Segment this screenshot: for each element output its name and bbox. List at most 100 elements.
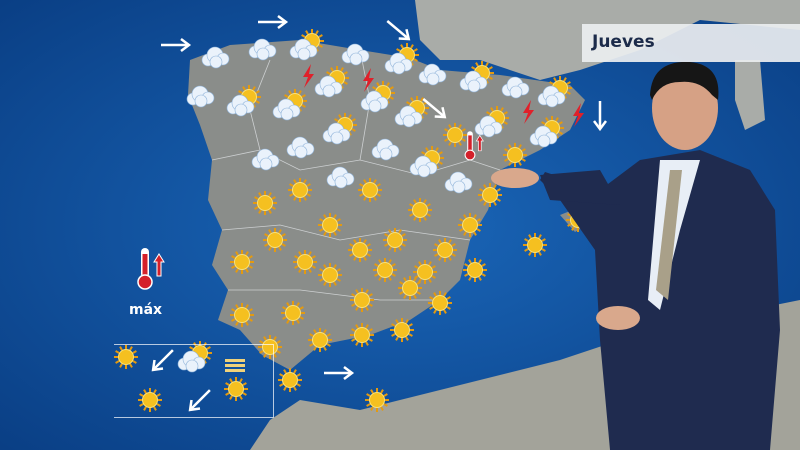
cloud-icon bbox=[418, 63, 447, 86]
sun-behind-cloud-icon bbox=[177, 341, 212, 373]
cloud-icon bbox=[474, 115, 503, 138]
cloud-icon bbox=[444, 171, 473, 194]
sun-icon bbox=[523, 233, 547, 257]
cloud-icon bbox=[360, 90, 389, 113]
sun-icon bbox=[281, 301, 305, 325]
sun-icon bbox=[503, 143, 527, 167]
lightning-icon bbox=[363, 68, 374, 92]
sun-behind-cloud-icon bbox=[384, 43, 419, 75]
sun-icon bbox=[458, 213, 482, 237]
sun-icon bbox=[263, 228, 287, 252]
sun-icon bbox=[230, 303, 254, 327]
sun-icon bbox=[114, 345, 138, 369]
presenter-hand-left bbox=[596, 306, 640, 330]
sun-icon bbox=[383, 228, 407, 252]
sun-behind-cloud-icon bbox=[289, 29, 324, 61]
cloud-icon bbox=[226, 94, 255, 117]
sun-behind-cloud-icon bbox=[314, 66, 349, 98]
sun-icon bbox=[293, 250, 317, 274]
presenter-arm bbox=[540, 170, 620, 205]
cloud-icon bbox=[289, 38, 318, 61]
wind-arrow-icon bbox=[188, 389, 211, 412]
sun-icon bbox=[318, 263, 342, 287]
lightning-icon bbox=[523, 100, 534, 124]
wind-arrow-icon bbox=[386, 20, 411, 41]
cloud-icon bbox=[286, 136, 315, 159]
cloud-icon bbox=[248, 38, 277, 61]
sun-icon bbox=[278, 368, 302, 392]
sun-icon bbox=[288, 178, 312, 202]
presenter-tie bbox=[656, 170, 682, 300]
sun-icon bbox=[463, 258, 487, 282]
day-label: Jueves bbox=[582, 24, 800, 62]
sun-icon bbox=[398, 276, 422, 300]
sun-icon bbox=[390, 318, 414, 342]
sun-behind-cloud-icon bbox=[226, 85, 261, 117]
cloud-icon bbox=[501, 76, 530, 99]
cloud-icon bbox=[272, 98, 301, 121]
sun-icon bbox=[348, 238, 372, 262]
sun-icon bbox=[318, 213, 342, 237]
sun-icon bbox=[373, 258, 397, 282]
canary-islands-inset bbox=[114, 344, 274, 418]
presenter-hair bbox=[650, 61, 719, 100]
cloud-icon bbox=[384, 52, 413, 75]
cloud-icon bbox=[394, 105, 423, 128]
lightning-icon bbox=[303, 64, 314, 88]
cloud-icon bbox=[326, 166, 355, 189]
cloud-icon bbox=[186, 85, 215, 108]
sun-icon bbox=[443, 123, 467, 147]
sun-icon bbox=[433, 238, 457, 262]
sun-icon bbox=[408, 198, 432, 222]
fog-icon bbox=[225, 359, 245, 372]
sun-behind-cloud-icon bbox=[272, 89, 307, 121]
wind-arrow-icon bbox=[422, 98, 447, 119]
thermometer-icon bbox=[464, 131, 484, 161]
sun-icon bbox=[365, 388, 389, 412]
sun-icon bbox=[224, 377, 248, 401]
sun-icon bbox=[350, 288, 374, 312]
thermometer-icon bbox=[137, 248, 165, 290]
cloud-icon bbox=[409, 155, 438, 178]
wind-arrow-icon bbox=[258, 15, 289, 29]
sun-behind-cloud-icon bbox=[537, 76, 572, 108]
sun-icon bbox=[138, 388, 162, 412]
cloud-icon bbox=[251, 148, 280, 171]
lightning-icon bbox=[573, 103, 584, 127]
day-label-text: Jueves bbox=[592, 32, 655, 52]
sun-behind-cloud-icon bbox=[322, 113, 357, 145]
sun-icon bbox=[478, 183, 502, 207]
cloud-icon bbox=[177, 350, 206, 373]
cloud-icon bbox=[459, 70, 488, 93]
presenter-hand bbox=[491, 168, 539, 188]
sun-behind-cloud-icon bbox=[529, 116, 564, 148]
sun-icon bbox=[308, 328, 332, 352]
cloud-icon bbox=[314, 75, 343, 98]
cloud-icon bbox=[529, 125, 558, 148]
sun-icon bbox=[358, 178, 382, 202]
cloud-icon bbox=[371, 138, 400, 161]
wind-arrow-icon bbox=[593, 101, 607, 132]
cloud-icon bbox=[201, 46, 230, 69]
sun-behind-cloud-icon bbox=[360, 81, 395, 113]
cloud-icon bbox=[322, 122, 351, 145]
sun-icon bbox=[428, 291, 452, 315]
cloud-icon bbox=[341, 43, 370, 66]
sardinia-land bbox=[735, 60, 765, 130]
presenter-face bbox=[652, 66, 718, 150]
sun-icon bbox=[230, 250, 254, 274]
sun-behind-cloud-icon bbox=[394, 96, 429, 128]
sun-icon bbox=[350, 323, 374, 347]
wind-arrow-icon bbox=[324, 366, 355, 380]
sun-behind-cloud-icon bbox=[459, 61, 494, 93]
presenter bbox=[491, 61, 780, 450]
wind-arrow-icon bbox=[151, 349, 174, 372]
sun-behind-cloud-icon bbox=[409, 146, 444, 178]
wind-arrow-icon bbox=[161, 38, 192, 52]
sun-icon bbox=[413, 260, 437, 284]
cloud-icon bbox=[537, 85, 566, 108]
sun-icon bbox=[253, 191, 277, 215]
sun-behind-cloud-icon bbox=[474, 106, 509, 138]
max-temperature-label: máx bbox=[129, 302, 163, 318]
